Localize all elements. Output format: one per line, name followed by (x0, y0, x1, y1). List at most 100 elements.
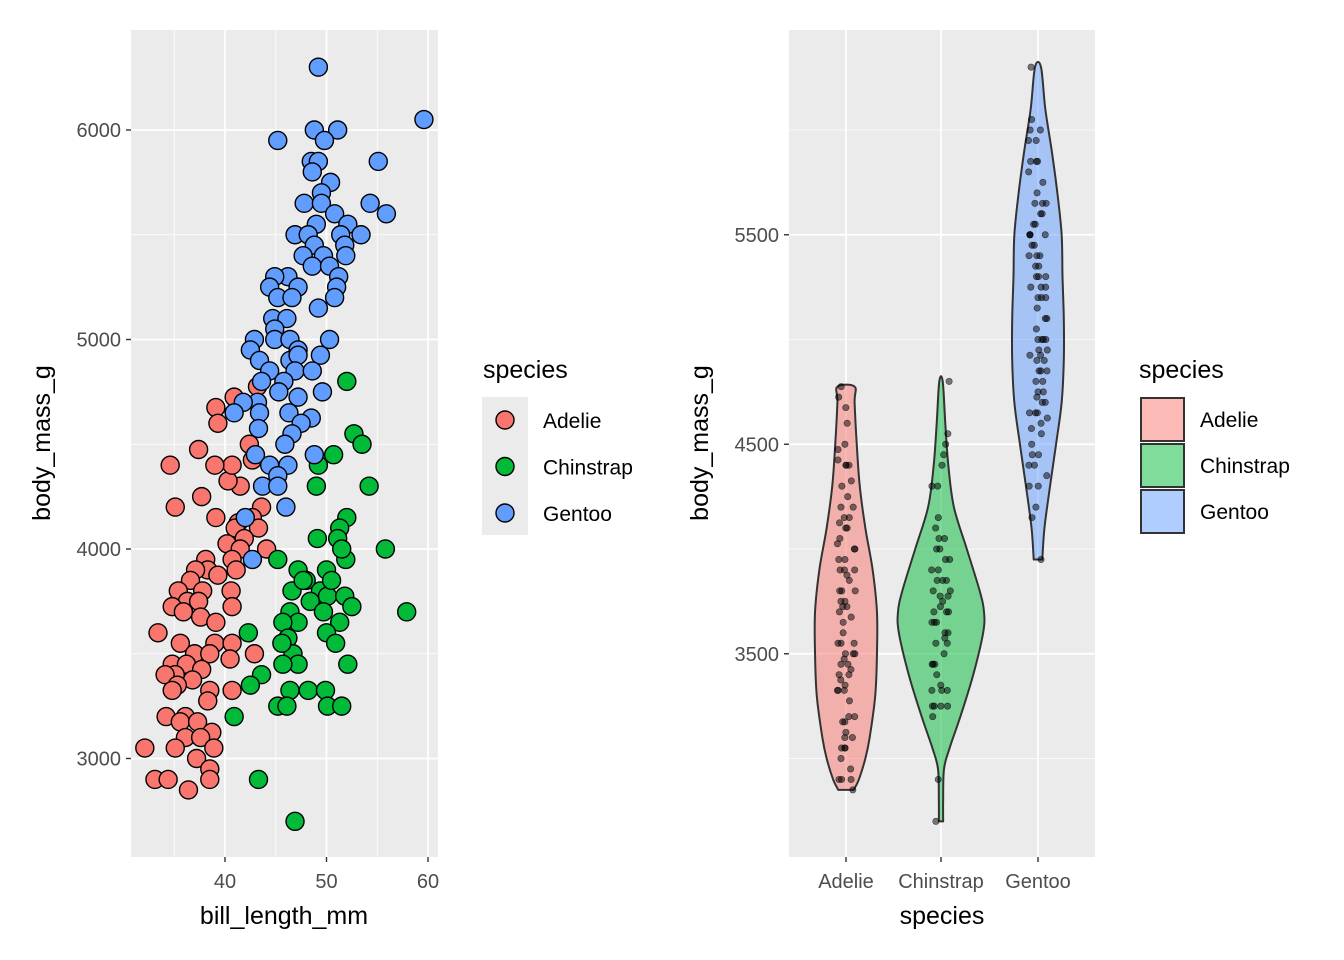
jitter-point-gentoo (1037, 294, 1045, 302)
scatter-point-gentoo (235, 507, 256, 528)
jitter-point-gentoo (1028, 116, 1036, 124)
scatter-points (135, 57, 434, 832)
jitter-point-gentoo (1033, 409, 1041, 417)
scatter-point-gentoo (269, 382, 289, 402)
scatter-point-gentoo (327, 120, 348, 140)
scatter-point-gentoo (282, 287, 302, 308)
jitter-point-adelie (837, 503, 845, 511)
jitter-point-chinstrap (945, 608, 953, 616)
jitter-point-chinstrap (929, 660, 937, 668)
scatter-point-adelie (226, 560, 246, 580)
jitter-point-gentoo (1028, 514, 1036, 522)
scatter-point-chinstrap (268, 549, 288, 570)
scatter-point-gentoo (312, 382, 333, 402)
jitter-point-gentoo (1027, 425, 1035, 433)
scatter-point-gentoo (275, 434, 295, 454)
scatter-point-chinstrap (272, 633, 292, 653)
scatter-point-adelie (165, 738, 185, 758)
jitter-point-adelie (851, 545, 859, 553)
scatter-point-adelie (206, 507, 226, 528)
jitter-point-chinstrap (933, 576, 941, 584)
jitter-point-gentoo (1032, 157, 1040, 165)
jitter-point-adelie (841, 555, 849, 563)
scatter-point-gentoo (414, 109, 434, 130)
jitter-point-gentoo (1026, 126, 1034, 134)
y-tick-label: 6000 (77, 120, 122, 142)
jitter-point-chinstrap (943, 639, 951, 647)
jitter-point-gentoo (1033, 252, 1041, 260)
jitter-point-gentoo (1026, 351, 1034, 359)
legend-key-adelie (1140, 397, 1185, 442)
jitter-point-adelie (834, 456, 842, 464)
jitter-point-adelie (850, 639, 858, 647)
jitter-point-chinstrap (938, 461, 946, 469)
jitter-point-gentoo (1037, 210, 1045, 218)
jitter-point-chinstrap (928, 686, 936, 694)
scatter-point-chinstrap (273, 654, 293, 674)
jitter-point-adelie (838, 482, 846, 490)
y-tick-label: 4500 (735, 434, 780, 456)
scatter-point-chinstrap (307, 528, 328, 549)
jitter-point-gentoo (1031, 220, 1039, 228)
scatter-point-chinstrap (329, 612, 350, 633)
jitter-point-gentoo (1028, 440, 1036, 448)
scatter-point-gentoo (308, 57, 329, 77)
jitter-point-gentoo (1027, 157, 1035, 165)
scatter-point-chinstrap (375, 539, 396, 559)
scatter-point-chinstrap (277, 696, 297, 716)
scatter-point-adelie (148, 623, 168, 643)
scatter-point-adelie (190, 727, 211, 748)
scatter-point-gentoo (277, 308, 297, 329)
scatter-point-adelie (244, 644, 265, 664)
scatter-point-gentoo (242, 549, 263, 570)
scatter-point-adelie (205, 455, 225, 475)
scatter-point-adelie (208, 413, 228, 433)
jitter-point-adelie (849, 503, 857, 511)
jitter-point-adelie (837, 754, 845, 762)
jitter-point-adelie (843, 419, 851, 427)
jitter-point-adelie (851, 650, 859, 658)
scatter-point-chinstrap (224, 706, 244, 727)
jitter-point-adelie (851, 713, 859, 721)
jitter-point-gentoo (1037, 367, 1045, 375)
jitter-point-adelie (838, 744, 846, 752)
scatter-point-gentoo (268, 476, 288, 496)
jitter-point-gentoo (1033, 189, 1041, 197)
jitter-point-gentoo (1025, 168, 1033, 176)
jitter-point-gentoo (1035, 451, 1043, 459)
jitter-point-adelie (834, 445, 842, 453)
jitter-point-gentoo (1033, 356, 1041, 364)
jitter-point-gentoo (1030, 241, 1038, 249)
jitter-point-adelie (841, 718, 849, 726)
jitter-point-chinstrap (940, 650, 948, 658)
x-tick-label: 60 (417, 871, 439, 893)
scatter-point-adelie (206, 612, 226, 633)
jitter-point-gentoo (1040, 356, 1048, 364)
jitter-point-gentoo (1037, 419, 1045, 427)
jitter-point-adelie (845, 576, 853, 584)
scatter-point-gentoo (279, 403, 299, 423)
jitter-point-gentoo (1025, 461, 1033, 469)
jitter-point-chinstrap (928, 566, 936, 574)
jitter-point-gentoo (1043, 346, 1051, 354)
legend-key-chinstrap (1140, 443, 1185, 488)
jitter-point-adelie (840, 655, 848, 663)
scatter-point-gentoo (268, 130, 288, 151)
y-tick-label: 5000 (77, 330, 122, 352)
scatter-point-adelie (155, 665, 175, 685)
jitter-point-chinstrap (930, 618, 938, 626)
jitter-point-adelie (837, 676, 845, 684)
jitter-point-chinstrap (932, 524, 940, 532)
scatter-point-chinstrap (332, 696, 352, 716)
x-tick-label: 40 (214, 871, 236, 893)
legend-label-chinstrap: Chinstrap (1200, 455, 1290, 478)
scatter-panel: 40 50 60 3000 4000 5000 6000 bill_length_mm bo… (28, 30, 633, 930)
jitter-point-adelie (835, 608, 843, 616)
jitter-point-chinstrap (946, 555, 954, 563)
jitter-point-gentoo (1041, 231, 1049, 239)
violin-adelie (813, 383, 879, 791)
y-tick-label: 4000 (77, 539, 122, 561)
scatter-point-adelie (188, 439, 209, 460)
jitter-point-gentoo (1036, 126, 1044, 134)
